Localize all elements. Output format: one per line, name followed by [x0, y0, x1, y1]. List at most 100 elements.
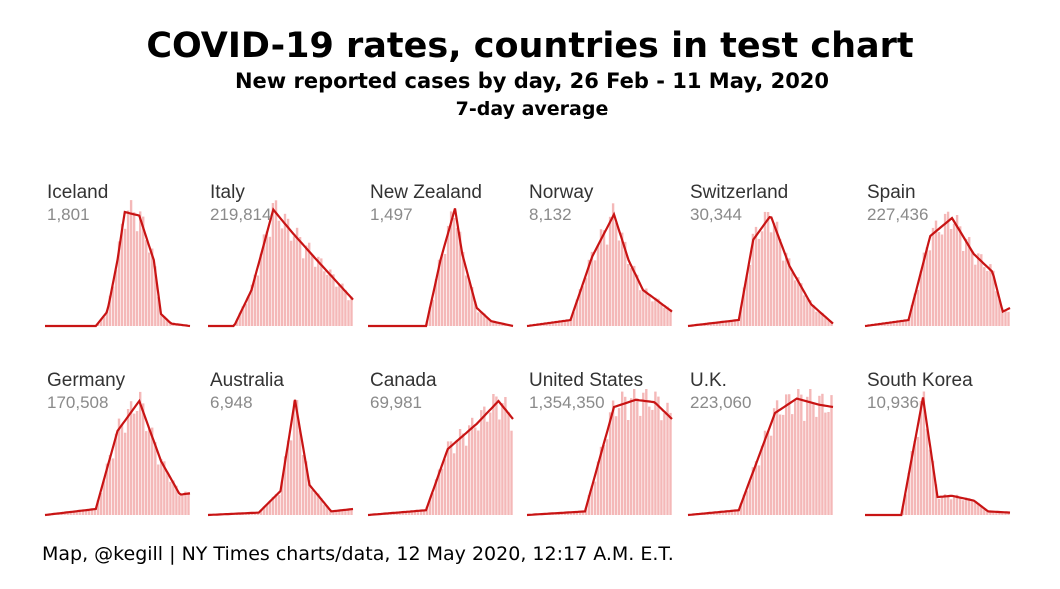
daily-bar [489, 412, 492, 515]
daily-bar [913, 440, 916, 515]
daily-bar [548, 323, 551, 326]
country-total: 8,132 [529, 205, 572, 224]
daily-bar [889, 322, 892, 326]
daily-bar [145, 240, 148, 326]
daily-bar [468, 279, 471, 326]
daily-bar [955, 494, 959, 515]
daily-bar [617, 240, 621, 326]
daily-bar [919, 401, 923, 515]
daily-bar [633, 389, 636, 515]
daily-bar [347, 300, 350, 326]
daily-bar [129, 401, 133, 515]
daily-bar [311, 254, 314, 326]
daily-bar [745, 490, 749, 515]
daily-bar [986, 270, 989, 326]
daily-bar [636, 398, 639, 515]
daily-bar [187, 492, 190, 515]
country-total: 219,814 [210, 205, 271, 224]
daily-bar [648, 293, 651, 326]
daily-bar [471, 287, 474, 326]
daily-bar [501, 403, 504, 515]
daily-bar [821, 312, 824, 326]
daily-bar [916, 436, 920, 515]
daily-bar [980, 254, 983, 326]
daily-bar [775, 400, 779, 515]
daily-bar [721, 511, 724, 515]
country-label: Italy [210, 182, 245, 203]
daily-bar [175, 485, 178, 515]
daily-bar [563, 512, 566, 515]
daily-bar [323, 271, 326, 326]
daily-bar [157, 464, 160, 515]
daily-bar [350, 508, 353, 515]
daily-bar [651, 409, 654, 515]
daily-bar [937, 232, 941, 326]
daily-bar [569, 512, 572, 515]
daily-bar [791, 272, 794, 326]
daily-bar [320, 498, 323, 515]
daily-bar [669, 412, 672, 515]
daily-bar [145, 431, 148, 515]
daily-bar [946, 495, 950, 515]
daily-bar [446, 441, 450, 515]
daily-bar [102, 316, 106, 326]
daily-bar [739, 307, 743, 326]
daily-bar [995, 512, 998, 515]
daily-bar [931, 227, 935, 326]
daily-bar [922, 252, 926, 326]
daily-bar [968, 237, 971, 326]
daily-bar [78, 511, 81, 515]
daily-bar [443, 254, 447, 326]
daily-bar [289, 440, 293, 515]
daily-bar [139, 211, 142, 326]
daily-bar [277, 220, 281, 326]
daily-bar [178, 495, 181, 515]
daily-bar [262, 234, 266, 326]
daily-bar [1004, 309, 1007, 326]
daily-bar [566, 512, 569, 515]
daily-bar [135, 231, 139, 326]
daily-bar [465, 445, 468, 515]
daily-bar [259, 510, 263, 515]
average-note: 7-day average [455, 98, 609, 120]
daily-bar [108, 455, 112, 515]
daily-bar [302, 258, 305, 326]
daily-bar [117, 418, 121, 515]
daily-bar [455, 227, 459, 326]
daily-bar [256, 512, 259, 515]
daily-bar [253, 274, 256, 326]
country-label: Canada [370, 370, 437, 391]
daily-bar [931, 460, 935, 515]
daily-bar [471, 417, 474, 515]
daily-bar [587, 495, 591, 515]
daily-bar [292, 236, 296, 326]
daily-bar [827, 412, 830, 515]
daily-bar [721, 321, 724, 326]
daily-bar [946, 211, 950, 326]
daily-bar [715, 512, 718, 515]
daily-bar [268, 502, 272, 515]
daily-bar [815, 416, 818, 515]
daily-bar [99, 493, 103, 515]
daily-bar [709, 323, 712, 326]
country-label: Iceland [47, 182, 108, 203]
daily-bar [986, 510, 989, 515]
country-label: Germany [47, 370, 126, 391]
daily-bar [937, 498, 941, 515]
daily-bar [928, 250, 932, 326]
daily-bar [581, 512, 585, 515]
daily-bar [772, 223, 776, 326]
panel-australia: Australia 6,948 [207, 370, 354, 517]
average-line [526, 398, 673, 517]
daily-bar [298, 237, 302, 326]
daily-bar [437, 259, 441, 326]
country-total: 170,508 [47, 393, 108, 412]
daily-bar [241, 306, 244, 326]
daily-bar [788, 394, 791, 515]
daily-bar [545, 323, 548, 326]
daily-bar [114, 433, 118, 515]
daily-bar [778, 414, 782, 515]
daily-bar [910, 451, 913, 515]
daily-bar [1004, 512, 1007, 515]
daily-bar [120, 223, 124, 326]
